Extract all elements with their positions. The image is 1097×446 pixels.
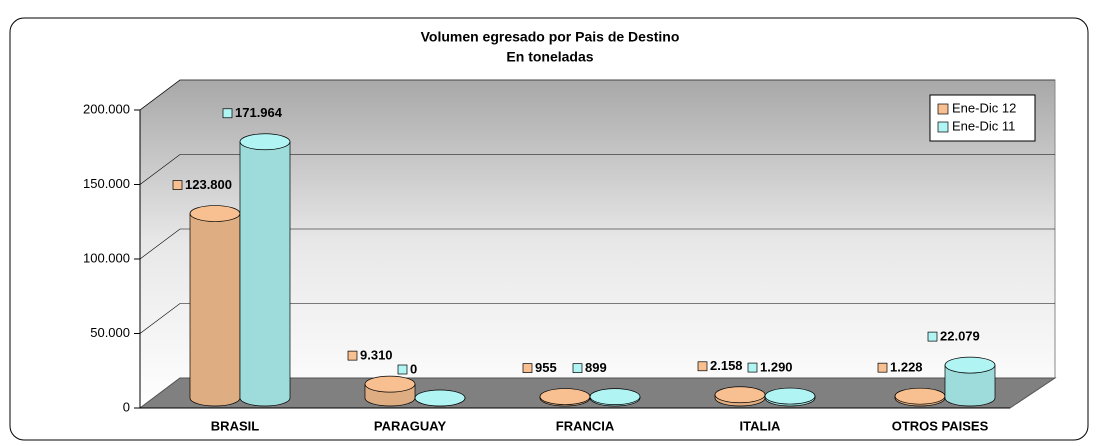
- cylinder: [364, 375, 416, 407]
- cylinder-part: [944, 356, 996, 374]
- chart-title: Volumen egresado por Pais de Destino: [421, 29, 680, 45]
- grid-line: [139, 79, 1055, 111]
- cylinder: [894, 387, 946, 407]
- cylinder-part: [894, 387, 946, 405]
- label-key: [927, 331, 938, 342]
- cylinder: [589, 388, 641, 407]
- cylinder-part: [414, 389, 466, 407]
- label-key: [697, 361, 708, 372]
- data-label: 171.964: [235, 105, 283, 120]
- label-key: [522, 363, 533, 373]
- cylinder-part: [539, 388, 591, 405]
- x-tick-label: BRASIL: [211, 418, 259, 433]
- y-tick-label: 0: [123, 399, 130, 414]
- x-tick-label: ITALIA: [740, 418, 782, 433]
- legend-swatch: [937, 103, 949, 115]
- cylinder-part: [189, 205, 241, 222]
- x-tick-label: PARAGUAY: [374, 418, 447, 433]
- data-label: 2.158: [710, 358, 743, 373]
- legend: [929, 94, 1036, 142]
- cylinder-part: [944, 364, 996, 407]
- label-key: [397, 364, 408, 375]
- x-tick-label: OTROS PAISES: [892, 418, 989, 433]
- data-label: 955: [535, 360, 557, 375]
- cylinder: [714, 386, 766, 407]
- cylinder-part: [239, 141, 291, 407]
- chart-subtitle: En toneladas: [506, 49, 593, 65]
- label-key: [347, 350, 358, 361]
- data-label: 1.290: [760, 360, 793, 375]
- cylinder: [539, 388, 591, 407]
- cylinder-part: [589, 388, 641, 406]
- cylinder-part: [364, 375, 416, 393]
- legend-label: Ene-Dic 12: [952, 100, 1016, 115]
- label-key: [172, 180, 183, 190]
- label-key: [222, 108, 233, 119]
- y-tick-label: 50.000: [90, 325, 130, 340]
- cylinder-part: [764, 387, 816, 405]
- data-label: 9.310: [360, 348, 393, 363]
- label-key: [572, 363, 583, 374]
- grid-line: [139, 228, 1055, 260]
- data-label: 899: [585, 360, 607, 375]
- y-tick-label: 100.000: [83, 250, 130, 265]
- cylinder-part: [239, 133, 291, 151]
- grid-line: [139, 303, 1055, 334]
- x-tick-label: FRANCIA: [556, 418, 615, 433]
- cylinder: [764, 387, 816, 407]
- data-label: 123.800: [185, 177, 232, 192]
- cylinder: [189, 205, 241, 407]
- label-key: [877, 362, 888, 373]
- cylinder: [944, 356, 996, 407]
- cylinder-part: [714, 386, 766, 404]
- grid-line: [139, 154, 1055, 185]
- legend-swatch: [937, 121, 949, 133]
- legend-label: Ene-Dic 11: [952, 118, 1015, 133]
- cylinder-part: [189, 213, 241, 407]
- cylinder: [239, 133, 291, 407]
- label-key: [747, 362, 758, 373]
- y-tick-label: 150.000: [83, 176, 130, 191]
- cylinder: [414, 389, 466, 407]
- data-label: 1.228: [890, 360, 923, 375]
- data-label: 22.079: [940, 329, 980, 344]
- y-tick-label: 200.000: [83, 101, 130, 116]
- data-label: 0: [410, 361, 417, 376]
